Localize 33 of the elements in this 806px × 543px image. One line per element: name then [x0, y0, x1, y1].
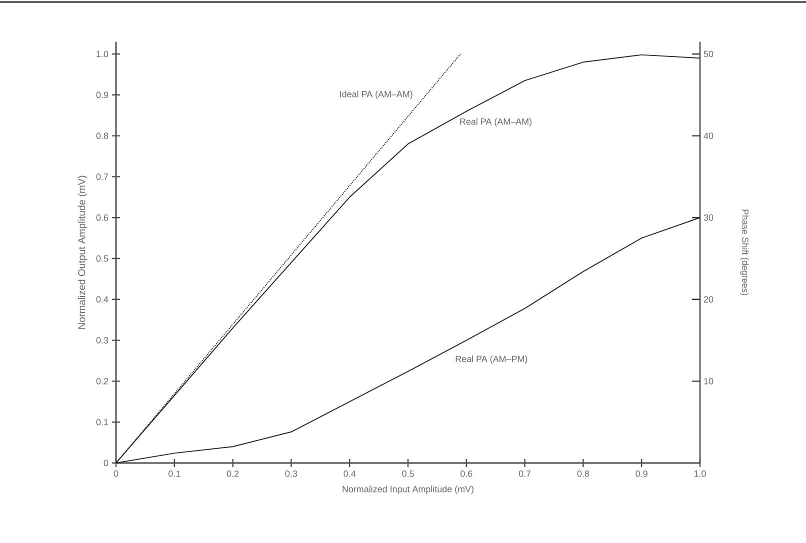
y-tick-label: 0.9	[96, 92, 108, 98]
series-label: Ideal PA (AM–AM)	[340, 90, 412, 100]
y2-tick-label: 40	[704, 132, 714, 139]
y2-tick-label: 20	[704, 296, 714, 303]
x-tick-label: 0.5	[402, 470, 414, 477]
x-tick-label: 0.1	[168, 470, 180, 477]
y2-tick-label: 30	[704, 214, 714, 221]
y-tick-label: 0.7	[96, 174, 108, 180]
y-tick-label: 1.0	[96, 50, 108, 58]
x-tick-label: 0.8	[577, 470, 590, 477]
y2-tick-label: 10	[704, 378, 714, 384]
y2-tick-label: 50	[704, 50, 714, 58]
y-tick-label: 0.2	[96, 378, 108, 384]
y-tick-label: 0.3	[96, 337, 108, 344]
series-label: Real PA (AM–PM)	[456, 355, 528, 364]
x-tick-label: 0.4	[344, 470, 356, 477]
x-tick-label: 0.2	[226, 470, 239, 477]
x-tick-label: 0.7	[518, 470, 531, 477]
x-tick-label: 1.0	[694, 470, 706, 477]
y-tick-label: 0	[104, 460, 108, 466]
y2-axis-title: Phase Shift (degrees)	[740, 210, 749, 296]
x-tick-label: 0.9	[636, 470, 648, 477]
x-axis-title: Normalized Input Amplitude (mV)	[342, 486, 474, 494]
y-tick-label: 0.8	[96, 132, 108, 139]
y-tick-label: 0.6	[96, 214, 108, 221]
y-tick-label: 0.4	[96, 296, 108, 303]
x-tick-label: 0.6	[460, 470, 472, 477]
y-tick-label: 0.1	[96, 418, 108, 426]
x-tick-label: 0	[114, 470, 118, 477]
y-axis-title: Normalized Output Amplitude (mV)	[78, 176, 88, 329]
y-tick-label: 0.5	[96, 255, 108, 262]
series-label: Real PA (AM–AM)	[460, 118, 532, 127]
x-tick-label: 0.3	[285, 470, 298, 477]
